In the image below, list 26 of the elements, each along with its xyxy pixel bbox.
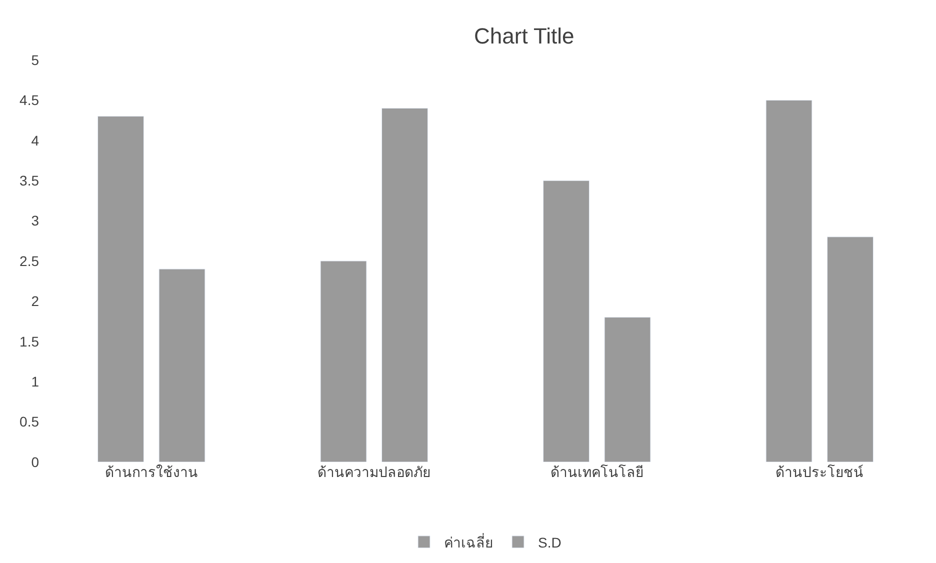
y-tick-label: 2.5 <box>20 252 40 269</box>
y-tick-label: 3.5 <box>20 172 40 188</box>
y-tick-label: 4.5 <box>20 92 40 108</box>
x-tick-label: ด้านเทคโนโลยี <box>550 464 644 480</box>
bar <box>827 236 874 462</box>
y-tick-label: 4 <box>31 132 40 148</box>
bar <box>158 268 206 462</box>
y-tick-label: 3 <box>31 212 40 229</box>
bar <box>604 317 651 462</box>
y-tick-label: 0.5 <box>20 414 40 430</box>
y-tick-label: 2 <box>31 293 40 310</box>
bar <box>766 100 812 462</box>
y-tick-label: 5 <box>31 52 40 68</box>
x-tick-label: ด้านการใช้งาน <box>104 464 198 480</box>
y-tick-label: 0 <box>31 454 40 470</box>
y-tick-label: 1.5 <box>20 333 40 350</box>
bar <box>382 108 428 462</box>
bar <box>320 260 367 462</box>
chart-title: Chart Title <box>474 24 574 49</box>
bar <box>543 180 590 462</box>
y-tick-label: 1 <box>31 374 40 390</box>
x-tick-label: ด้านประโยชน์ <box>776 464 864 480</box>
bar <box>98 116 144 462</box>
x-tick-label: ด้านความปลอดภัย <box>318 464 431 480</box>
legend-label: S.D <box>538 534 562 550</box>
legend-label: ค่าเฉลี่ย <box>444 533 493 550</box>
